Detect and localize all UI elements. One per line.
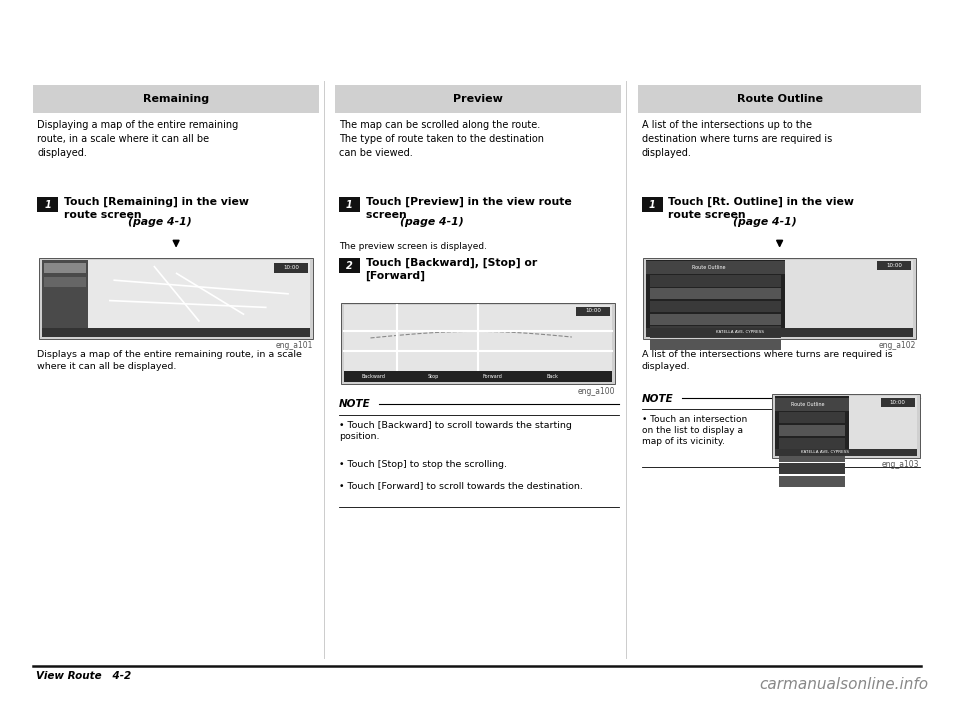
Text: KATELLA AVE, CYPRESS: KATELLA AVE, CYPRESS [801, 450, 849, 455]
Text: 1: 1 [649, 200, 656, 210]
FancyBboxPatch shape [646, 260, 785, 337]
Text: Touch [Backward], [Stop] or
[Forward]: Touch [Backward], [Stop] or [Forward] [366, 258, 537, 281]
Text: Route Outline: Route Outline [692, 265, 726, 270]
FancyBboxPatch shape [650, 339, 781, 350]
Text: eng_a101: eng_a101 [276, 341, 313, 350]
FancyBboxPatch shape [650, 288, 781, 299]
FancyBboxPatch shape [42, 260, 87, 337]
FancyBboxPatch shape [779, 412, 845, 423]
FancyBboxPatch shape [637, 85, 922, 113]
Text: KATELLA AVE, CYPRESS: KATELLA AVE, CYPRESS [715, 331, 763, 334]
Text: Route Outline: Route Outline [791, 401, 825, 407]
Text: Route Outline: Route Outline [736, 94, 823, 104]
FancyBboxPatch shape [775, 396, 849, 456]
FancyBboxPatch shape [339, 197, 360, 212]
Text: Displays a map of the entire remaining route, in a scale
where it can all be dis: Displays a map of the entire remaining r… [37, 350, 302, 370]
Text: Touch [Rt. Outline] in the view
route screen: Touch [Rt. Outline] in the view route sc… [668, 197, 854, 220]
Text: A list of the intersections up to the
destination where turns are required is
di: A list of the intersections up to the de… [641, 120, 832, 159]
FancyBboxPatch shape [876, 261, 911, 270]
Text: 2: 2 [346, 261, 352, 270]
FancyBboxPatch shape [87, 260, 310, 328]
FancyBboxPatch shape [646, 328, 913, 337]
Text: The map can be scrolled along the route.
The type of route taken to the destinat: The map can be scrolled along the route.… [339, 120, 544, 159]
Text: 10:00: 10:00 [890, 399, 905, 405]
Text: Preview: Preview [453, 94, 503, 104]
FancyBboxPatch shape [643, 258, 916, 339]
FancyBboxPatch shape [785, 260, 913, 337]
Text: A list of the intersections where turns are required is
displayed.: A list of the intersections where turns … [641, 350, 892, 370]
FancyBboxPatch shape [779, 463, 845, 474]
FancyBboxPatch shape [779, 476, 845, 487]
FancyBboxPatch shape [650, 326, 781, 338]
Text: (page 4-1): (page 4-1) [732, 217, 797, 227]
Text: (page 4-1): (page 4-1) [128, 217, 192, 227]
Text: • Touch an intersection
on the list to display a
map of its vicinity.: • Touch an intersection on the list to d… [641, 415, 747, 446]
FancyBboxPatch shape [641, 197, 662, 212]
FancyBboxPatch shape [650, 275, 781, 287]
FancyBboxPatch shape [34, 85, 319, 113]
Text: View Route   4-2: View Route 4-2 [36, 671, 132, 681]
FancyBboxPatch shape [775, 398, 849, 411]
Text: (page 4-1): (page 4-1) [400, 217, 464, 227]
FancyBboxPatch shape [779, 450, 845, 462]
Text: • Touch [Backward] to scroll towards the starting
position.: • Touch [Backward] to scroll towards the… [339, 421, 572, 440]
FancyBboxPatch shape [341, 303, 615, 384]
Text: Back: Back [546, 374, 559, 379]
FancyBboxPatch shape [44, 263, 85, 273]
Text: NOTE: NOTE [641, 394, 673, 404]
Text: 10:00: 10:00 [585, 308, 601, 314]
FancyBboxPatch shape [779, 438, 845, 449]
Text: eng_a103: eng_a103 [882, 460, 920, 469]
FancyBboxPatch shape [779, 425, 845, 436]
Text: Stop: Stop [427, 374, 439, 379]
Text: The preview screen is displayed.: The preview screen is displayed. [339, 242, 487, 251]
Text: eng_a102: eng_a102 [878, 341, 916, 350]
FancyBboxPatch shape [339, 258, 360, 273]
FancyBboxPatch shape [775, 449, 917, 456]
Text: Forward: Forward [483, 374, 503, 379]
FancyBboxPatch shape [880, 398, 915, 407]
Text: carmanualsonline.info: carmanualsonline.info [759, 678, 928, 692]
FancyBboxPatch shape [344, 371, 612, 382]
Text: eng_a100: eng_a100 [577, 387, 615, 396]
Text: 10:00: 10:00 [886, 263, 901, 268]
Text: Touch [Remaining] in the view
route screen: Touch [Remaining] in the view route scre… [63, 197, 249, 220]
Text: • Touch [Stop] to stop the scrolling.: • Touch [Stop] to stop the scrolling. [339, 460, 507, 469]
FancyBboxPatch shape [44, 277, 85, 287]
Text: Backward: Backward [362, 374, 386, 379]
Text: 10:00: 10:00 [283, 265, 300, 270]
Text: Displaying a map of the entire remaining
route, in a scale where it can all be
d: Displaying a map of the entire remaining… [37, 120, 238, 159]
FancyBboxPatch shape [646, 261, 785, 274]
FancyBboxPatch shape [37, 197, 58, 212]
FancyBboxPatch shape [39, 258, 313, 339]
FancyBboxPatch shape [42, 328, 310, 337]
FancyBboxPatch shape [772, 394, 920, 458]
FancyBboxPatch shape [576, 307, 611, 316]
Text: Touch [Preview] in the view route
screen: Touch [Preview] in the view route screen [366, 197, 571, 220]
FancyBboxPatch shape [275, 263, 308, 273]
FancyBboxPatch shape [344, 305, 612, 371]
FancyBboxPatch shape [849, 396, 917, 456]
Text: 1: 1 [44, 200, 51, 210]
FancyBboxPatch shape [335, 85, 621, 113]
Text: • Touch [Forward] to scroll towards the destination.: • Touch [Forward] to scroll towards the … [339, 481, 583, 491]
FancyBboxPatch shape [650, 301, 781, 312]
Text: Remaining: Remaining [143, 94, 209, 104]
Text: 1: 1 [346, 200, 352, 210]
Text: NOTE: NOTE [339, 399, 371, 409]
FancyBboxPatch shape [650, 314, 781, 325]
